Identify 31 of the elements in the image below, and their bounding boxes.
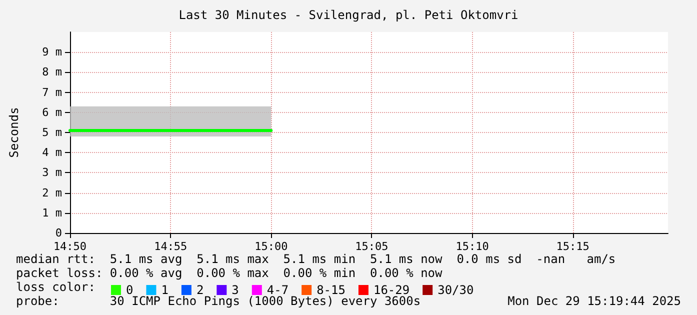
legend-label: 2	[196, 283, 204, 297]
y-tick-label: 5 m	[42, 126, 62, 139]
y-tick-label: 7 m	[42, 86, 62, 99]
x-tick-label: 15:15	[556, 240, 590, 253]
x-tick-label: 15:05	[355, 240, 388, 253]
y-tick-label: 0	[55, 226, 62, 240]
text: loss color:	[16, 280, 96, 294]
text: median rtt: 5.1 ms avg 5.1 ms max 5.1 ms min 5.1 ms now 0.0 ms sd -nan am/s	[16, 252, 616, 266]
y-axis-title: Seconds	[7, 107, 21, 158]
legend-label: 16-29	[373, 283, 410, 297]
y-tick-label: 4 m	[42, 146, 62, 160]
y-tick-label: 2 m	[42, 186, 62, 200]
legend-label: 0	[126, 283, 134, 297]
y-tick-label: 1 m	[42, 206, 62, 220]
legend-label: 3	[232, 283, 239, 297]
y-tick-label: 8 m	[42, 66, 62, 79]
y-tick-label: 9 m	[42, 46, 62, 59]
text: probe: 30 ICMP Echo Pings (1000 Bytes) every 3600s	[16, 294, 421, 308]
text: Mon Dec 29 15:19:44 2025	[508, 294, 681, 308]
x-tick-label: 14:50	[53, 240, 87, 253]
legend-label: 8-15	[316, 283, 346, 297]
y-tick-label: 6 m	[42, 106, 62, 119]
y-tick-label: 3 m	[42, 166, 62, 180]
x-tick-label: 15:10	[456, 240, 489, 253]
text: packet loss: 0.00 % avg 0.00 % max 0.00 % min 0.00 % now	[16, 266, 442, 280]
x-tick-label: 14:55	[154, 240, 188, 253]
chart-title: Last 30 Minutes - Svilengrad, pl. Peti Oktomvri	[178, 8, 518, 22]
legend-label: 30/30	[438, 283, 474, 297]
legend-label: 1	[161, 283, 168, 297]
x-tick-label: 15:00	[254, 240, 288, 253]
legend-label: 4-7	[266, 283, 289, 297]
